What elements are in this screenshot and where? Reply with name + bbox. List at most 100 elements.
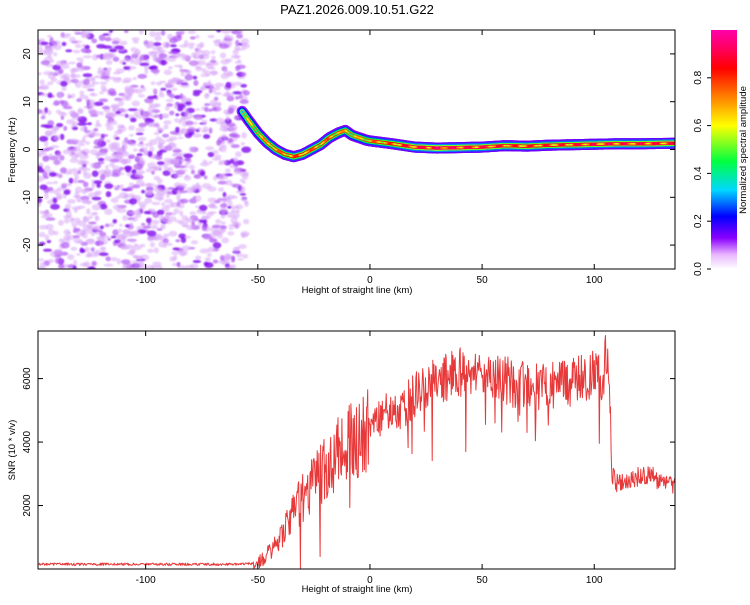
noise-blob (178, 222, 182, 225)
noise-blob (129, 225, 134, 230)
noise-blob (101, 85, 107, 91)
noise-blob (140, 141, 144, 144)
noise-blob (171, 202, 179, 207)
noise-blob (102, 45, 112, 49)
noise-blob (154, 238, 159, 241)
noise-blob (95, 241, 104, 246)
noise-blob (200, 211, 206, 214)
noise-blob (226, 116, 230, 121)
noise-blob (147, 249, 154, 253)
noise-blob (109, 223, 114, 228)
noise-blob (88, 108, 96, 114)
noise-blob (152, 55, 157, 61)
noise-blob (113, 57, 119, 62)
noise-blob (189, 211, 196, 215)
noise-blob (83, 216, 88, 222)
y-tick-label: -20 (22, 237, 33, 252)
noise-blob (77, 122, 87, 126)
noise-blob (213, 260, 218, 264)
noise-blob (91, 132, 96, 137)
noise-blob (35, 166, 43, 171)
noise-blob (106, 140, 111, 143)
noise-blob (204, 93, 209, 99)
noise-blob (150, 225, 158, 229)
noise-blob (97, 161, 104, 164)
noise-blob (185, 74, 194, 80)
noise-blob (37, 40, 41, 46)
x-tick-label: -50 (251, 275, 266, 286)
noise-blob (67, 93, 71, 99)
noise-blob (78, 109, 82, 113)
noise-blob (57, 92, 62, 99)
noise-blob (44, 125, 53, 129)
noise-blob (100, 174, 106, 180)
noise-blob (161, 202, 165, 206)
noise-blob (159, 93, 165, 98)
noise-blob (227, 206, 231, 209)
noise-blob (63, 235, 70, 240)
noise-blob (106, 60, 113, 65)
noise-blob (213, 231, 223, 236)
noise-blob (228, 227, 234, 230)
noise-blob (202, 68, 207, 74)
noise-blob (185, 175, 189, 178)
noise-blob (197, 127, 202, 130)
noise-blob (91, 184, 95, 189)
noise-blob (50, 60, 54, 63)
noise-blob (105, 123, 111, 127)
noise-blob (92, 261, 97, 266)
noise-blob (239, 244, 247, 249)
noise-blob (67, 199, 76, 204)
colorbar-gradient (711, 30, 737, 269)
noise-blob (155, 122, 159, 126)
noise-blob (61, 242, 70, 248)
noise-blob (56, 196, 64, 199)
noise-blob (76, 228, 81, 231)
noise-blob (204, 175, 208, 179)
noise-blob (73, 178, 77, 184)
noise-blob (127, 186, 134, 191)
noise-blob (190, 61, 197, 66)
y-tick-label: 6000 (22, 367, 33, 390)
noise-blob (81, 32, 88, 37)
noise-blob (221, 237, 229, 243)
noise-blob (151, 69, 160, 73)
noise-blob (179, 210, 183, 216)
noise-blob (227, 123, 236, 127)
noise-blob (147, 237, 153, 241)
noise-blob (178, 119, 182, 124)
noise-blob (77, 143, 85, 147)
noise-blob (105, 256, 111, 261)
noise-blob (195, 195, 202, 202)
noise-blob (45, 130, 53, 136)
x-tick-label: -100 (136, 275, 156, 286)
noise-blob (78, 150, 82, 155)
noise-blob (174, 182, 183, 187)
noise-blob (159, 215, 165, 221)
noise-blob (66, 231, 70, 235)
noise-blob (182, 215, 188, 221)
noise-blob (71, 113, 75, 116)
noise-blob (143, 226, 151, 229)
noise-blob (151, 220, 159, 225)
noise-blob (112, 41, 120, 45)
colorbar-tick-label: 0.2 (693, 214, 704, 228)
noise-blob (119, 224, 123, 227)
noise-blob (130, 58, 134, 64)
noise-blob (140, 244, 145, 248)
noise-blob (158, 142, 162, 147)
noise-blob (210, 206, 218, 209)
noise-blob (116, 234, 126, 241)
noise-blob (173, 149, 182, 152)
colorbar-tick-label: 0.4 (693, 166, 704, 180)
noise-blob (213, 176, 218, 181)
noise-blob (69, 62, 76, 65)
noise-blob (202, 225, 208, 231)
noise-blob (134, 244, 138, 247)
noise-blob (47, 110, 51, 115)
noise-blob (63, 149, 70, 154)
noise-blob (187, 128, 196, 131)
noise-blob (113, 204, 122, 210)
